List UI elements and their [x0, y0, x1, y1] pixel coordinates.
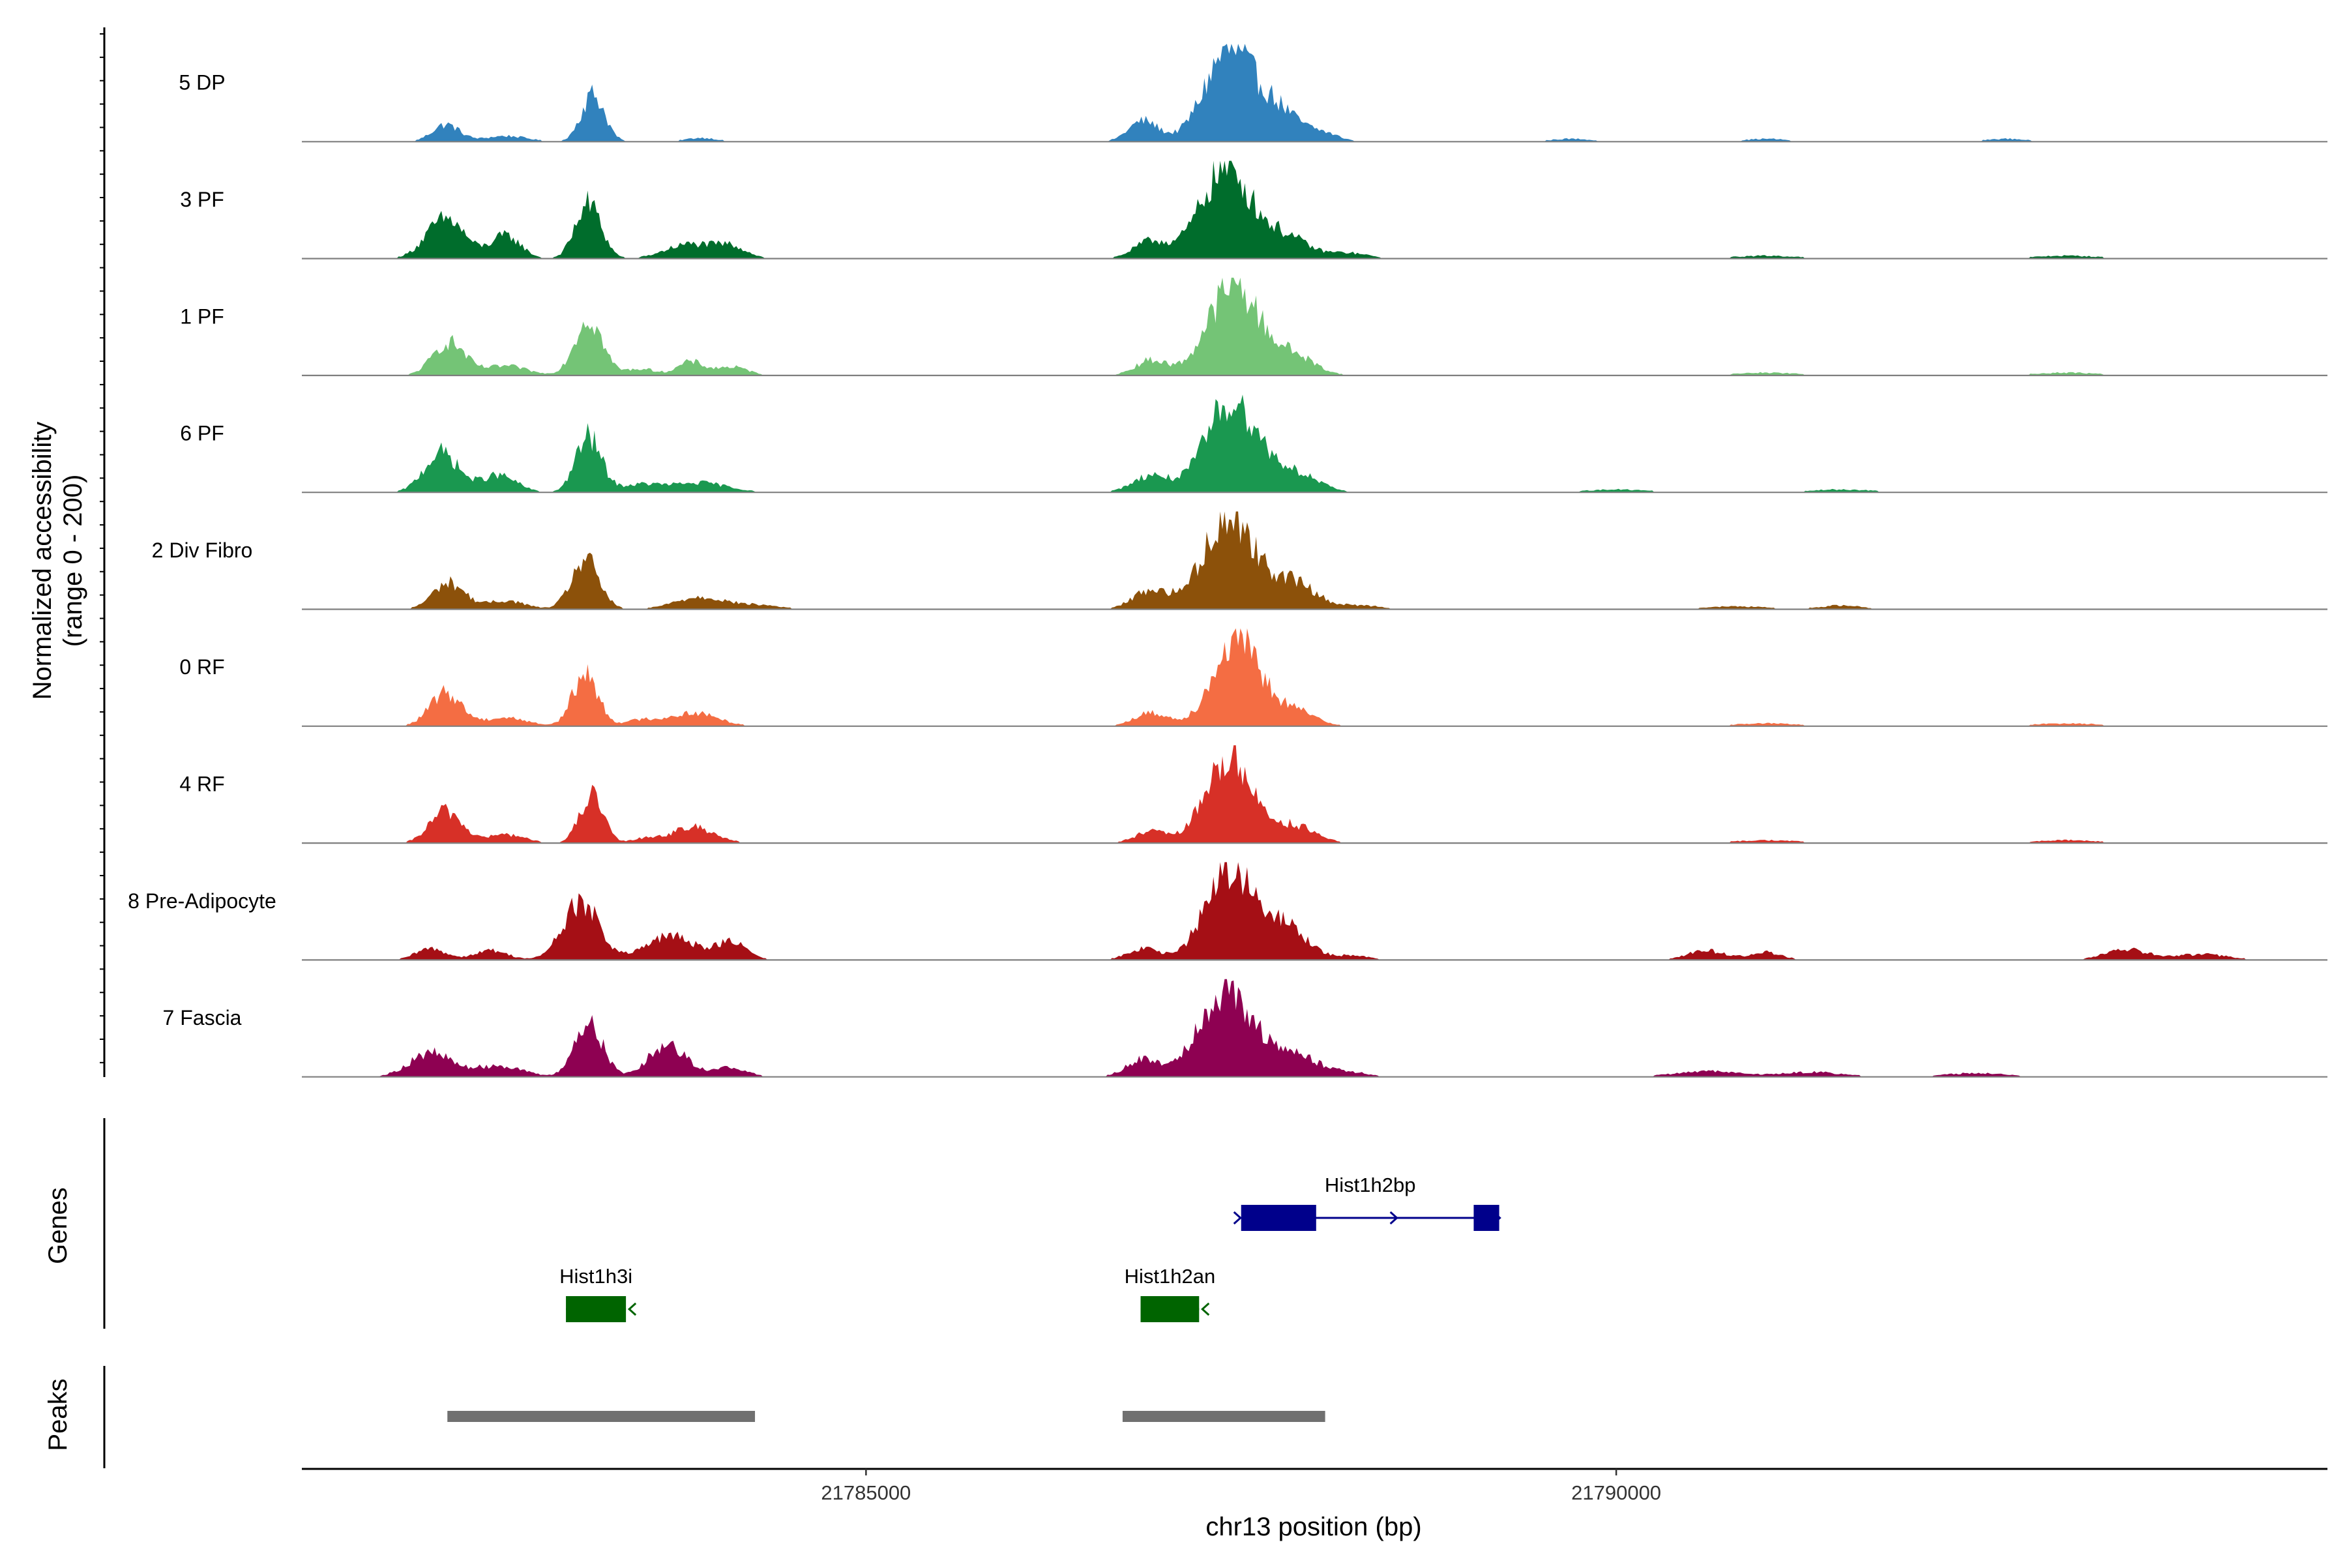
track-label: 7 Fascia: [163, 1006, 242, 1029]
peak-region: [447, 1411, 756, 1422]
track-5: 2 Div Fibro: [152, 511, 2327, 610]
x-tick-label: 21785000: [821, 1481, 911, 1504]
x-axis: 21785000 21790000: [302, 1468, 2327, 1504]
gene-exon: [1241, 1205, 1316, 1231]
genes-panel-label: Genes: [44, 1187, 72, 1264]
track-label: 2 Div Fibro: [152, 539, 253, 562]
genes-panel: Hist1h2bp Hist1h3i Hist1h2an: [103, 1118, 1501, 1329]
y-axis-title: Normalized accessibility: [28, 422, 57, 700]
coverage-area: [302, 44, 2327, 142]
gene-exon: [1140, 1296, 1200, 1322]
gene-exon: [1473, 1205, 1499, 1231]
gene-exon: [566, 1296, 627, 1322]
strand-arrow: [1201, 1302, 1210, 1316]
track-4: 6 PF: [180, 394, 2327, 494]
track-6: 0 RF: [179, 628, 2327, 727]
track-7: 4 RF: [179, 745, 2327, 844]
gene-hist1h3i: Hist1h3i: [559, 1265, 637, 1322]
track-label: 3 PF: [180, 188, 224, 211]
coverage-area: [302, 862, 2327, 960]
track-label: 4 RF: [179, 772, 224, 795]
track-9: 7 Fascia: [163, 979, 2327, 1078]
track-label: 1 PF: [180, 304, 224, 328]
track-label: 0 RF: [179, 655, 224, 679]
track-label: 6 PF: [180, 422, 224, 445]
accessibility-axis: [100, 27, 106, 1077]
peak-region: [1122, 1411, 1325, 1422]
peaks-panel: [103, 1366, 1325, 1468]
coverage-area: [302, 745, 2327, 844]
gene-hist1h2bp: Hist1h2bp: [1233, 1174, 1501, 1231]
coverage-tracks: 5 DP 3 PF 1 PF 6 PF 2 Div Fibro 0 RF 4 RF 8 Pre…: [128, 44, 2327, 1078]
strand-arrow: [1492, 1211, 1501, 1225]
gene-label: Hist1h2an: [1125, 1265, 1216, 1288]
x-axis-title: chr13 position (bp): [1205, 1513, 1421, 1541]
track-1: 5 DP: [179, 44, 2327, 143]
y-axis-title-range: (range 0 - 200): [59, 475, 87, 647]
track-label: 8 Pre-Adipocyte: [128, 889, 276, 913]
x-tick-label: 21790000: [1571, 1481, 1661, 1504]
track-2: 3 PF: [180, 160, 2327, 259]
track-3: 1 PF: [180, 277, 2327, 377]
strand-arrow: [627, 1302, 637, 1316]
coverage-area: [302, 394, 2327, 493]
coverage-area: [302, 511, 2327, 610]
coverage-area: [302, 628, 2327, 726]
strand-arrow: [1389, 1211, 1398, 1225]
gene-hist1h2an: Hist1h2an: [1125, 1265, 1216, 1322]
strand-arrow: [1233, 1211, 1242, 1225]
gene-label: Hist1h2bp: [1325, 1174, 1416, 1196]
coverage-area: [302, 979, 2327, 1077]
peaks-panel-label: Peaks: [44, 1378, 72, 1451]
track-label: 5 DP: [179, 71, 225, 95]
gene-label: Hist1h3i: [559, 1265, 632, 1288]
coverage-area: [302, 160, 2327, 259]
track-8: 8 Pre-Adipocyte: [128, 862, 2327, 961]
coverage-area: [302, 277, 2327, 376]
